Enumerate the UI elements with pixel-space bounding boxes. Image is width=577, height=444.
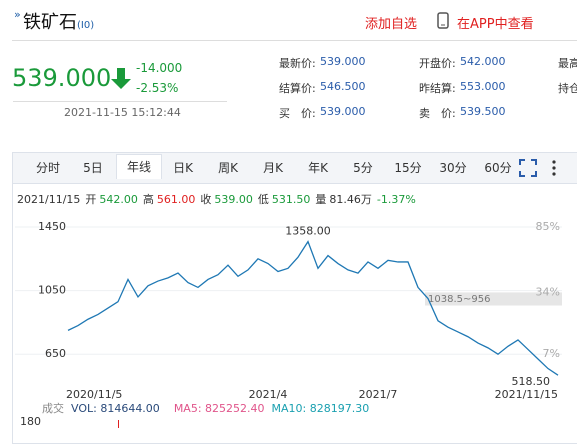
title-text: 铁矿石 bbox=[23, 12, 77, 33]
tab[interactable]: 周K bbox=[218, 161, 238, 175]
info-label: 低 bbox=[257, 193, 269, 206]
stat-label: 卖 价: bbox=[419, 107, 456, 120]
open-app[interactable]: 在APP中查看 bbox=[457, 17, 534, 32]
stat-value: 539.000 bbox=[320, 55, 366, 68]
tab-bar bbox=[13, 153, 577, 184]
value-label: 1358.00 bbox=[285, 225, 331, 238]
info-value: 542.00 bbox=[99, 193, 138, 206]
stat-label: 买 价: bbox=[279, 107, 316, 120]
vol: VOL: 814644.00 bbox=[71, 402, 160, 415]
stat-label: 昨结算: bbox=[419, 82, 456, 95]
stat-label: 开盘价: bbox=[419, 57, 456, 70]
info-date: 2021/11/15 bbox=[17, 193, 81, 206]
tab[interactable]: 月K bbox=[263, 161, 283, 175]
ma10: MA10: 828197.30 bbox=[271, 402, 370, 415]
stat-value: 553.000 bbox=[460, 80, 506, 93]
stat-value: 539.000 bbox=[320, 105, 366, 118]
stat-label: 持仓 bbox=[558, 82, 577, 95]
tab[interactable]: 5日 bbox=[83, 161, 103, 175]
y-tick-label: 650 bbox=[45, 347, 66, 360]
divider bbox=[12, 40, 577, 41]
volume-bar-mark bbox=[118, 420, 119, 428]
change-pct: -2.53% bbox=[136, 81, 179, 95]
price: 539.000 bbox=[12, 64, 112, 92]
info-label: 量 bbox=[315, 193, 327, 206]
tab[interactable]: 分时 bbox=[35, 161, 60, 175]
price-line bbox=[67, 240, 559, 376]
add-watch[interactable]: 添加自选 bbox=[365, 17, 418, 32]
change: -14.000 bbox=[136, 61, 183, 75]
timestamp: 2021-11-15 15:12:44 bbox=[64, 106, 181, 119]
info-label: 开 bbox=[85, 193, 97, 206]
icon: » bbox=[14, 8, 21, 21]
volume-bar: 成交 VOL: 814644.00 MA5: 825252.40 MA10: 8… bbox=[42, 400, 369, 416]
phone-icon bbox=[437, 12, 449, 29]
chart: 1038.5~956 650 1050 1450 85% 34% 7% 2020/11/5 20… bbox=[15, 220, 562, 401]
range-band bbox=[425, 292, 562, 306]
title: 铁矿石(I0) bbox=[23, 8, 94, 34]
info-bar: 2021/11/15 开 542.00 高 561.00 收 539.00 低 531.50 量 8… bbox=[13, 191, 577, 209]
stat-label: 最高 bbox=[558, 57, 577, 70]
ma5: MA5: 825252.40 bbox=[173, 402, 265, 415]
info-pct: -1.37% bbox=[376, 193, 416, 206]
volume-label: 成交 bbox=[42, 402, 64, 415]
x-tick-label: 2021/7 bbox=[359, 388, 398, 401]
x-tick-label: 2021/4 bbox=[249, 388, 288, 401]
range-label: 1038.5~956 bbox=[428, 294, 490, 305]
down-arrow bbox=[111, 68, 131, 89]
tab[interactable]: 年K bbox=[308, 161, 328, 175]
y-tick-label: 1050 bbox=[38, 284, 66, 297]
volume-tick: 180 bbox=[20, 415, 41, 428]
info-value: 81.46万 bbox=[329, 193, 372, 206]
stat-value: 539.500 bbox=[460, 105, 506, 118]
stat-value: 546.500 bbox=[320, 80, 366, 93]
tab[interactable]: 日K bbox=[173, 161, 193, 175]
x-tick-label: 2020/11/5 bbox=[66, 388, 122, 401]
stat-label: 最新价: bbox=[279, 57, 316, 70]
tab[interactable]: 30分 bbox=[439, 161, 467, 175]
tool-icons[interactable] bbox=[519, 159, 559, 177]
value-label: 518.50 bbox=[512, 375, 551, 388]
right-label: 7% bbox=[543, 347, 560, 360]
info-value: 561.00 bbox=[156, 193, 196, 206]
x-tick-label: 2021/11/15 bbox=[495, 388, 558, 401]
stat-label: 结算价: bbox=[279, 82, 316, 95]
info-label: 高 bbox=[142, 193, 154, 206]
info-value: 539.00 bbox=[214, 193, 253, 206]
tab[interactable]: 60分 bbox=[484, 161, 512, 175]
code: (I0) bbox=[77, 20, 95, 31]
info-label: 收 bbox=[200, 193, 212, 206]
stat-value: 542.000 bbox=[460, 55, 506, 68]
right-label: 85% bbox=[536, 220, 560, 233]
info-value: 531.50 bbox=[271, 193, 311, 206]
y-tick-label: 1450 bbox=[38, 220, 66, 233]
tab[interactable]: 15分 bbox=[394, 161, 422, 175]
tab[interactable]: 5分 bbox=[353, 161, 373, 175]
divider bbox=[13, 101, 227, 102]
tab[interactable]: 年线 bbox=[116, 154, 162, 179]
page: » 铁矿石(I0) 添加自选 在APP中查看 539.000 -14.000 -… bbox=[12, 8, 577, 444]
right-label: 34% bbox=[536, 285, 560, 298]
